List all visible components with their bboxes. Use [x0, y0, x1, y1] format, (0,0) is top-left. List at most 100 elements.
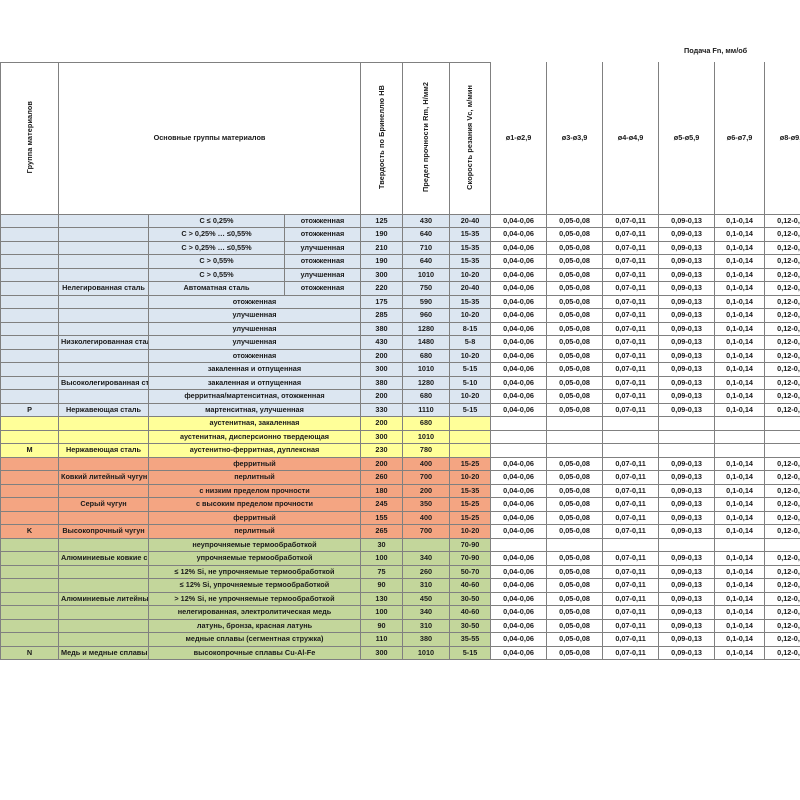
speed-cell: 50-70	[448, 564, 492, 579]
group-letter-cell	[0, 227, 59, 242]
feed-cell-1	[490, 537, 548, 552]
strength-cell: 590	[402, 294, 450, 309]
feed-cell-4: 0,09-0,13	[658, 281, 716, 296]
table-row: Алюминиевые литейные сплавы> 12% Si, не …	[0, 591, 800, 606]
condition-cell: отожженная	[284, 254, 361, 269]
feed-cell-6: 0,12-0,16	[764, 524, 800, 539]
feed-cell-2: 0,05-0,08	[546, 510, 604, 525]
feed-cell-5: 0,1-0,14	[714, 362, 766, 377]
feed-cell-3: 0,07-0,11	[602, 605, 660, 620]
group-letter-cell	[0, 267, 59, 282]
feed-cell-1: 0,04-0,06	[490, 254, 548, 269]
feed-cell-2: 0,05-0,08	[546, 348, 604, 363]
strength-cell: 1280	[402, 375, 450, 390]
feed-cell-5: 0,1-0,14	[714, 227, 766, 242]
feed-cell-1: 0,04-0,06	[490, 497, 548, 512]
table-row: отожженная 175 590 15-35 0,04-0,06 0,05-0,08 0…	[0, 294, 800, 309]
feed-cell-3: 0,07-0,11	[602, 524, 660, 539]
speed-cell: 10-20	[448, 348, 492, 363]
feed-cell-3	[602, 429, 660, 444]
table-row: закаленная и отпущенная 300 1010 5-15 0,04-0…	[0, 362, 800, 377]
feed-cell-5: 0,1-0,14	[714, 335, 766, 350]
feed-cell-3: 0,07-0,11	[602, 294, 660, 309]
feed-cell-2: 0,05-0,08	[546, 551, 604, 566]
strength-cell: 1010	[402, 429, 450, 444]
feed-cell-4: 0,09-0,13	[658, 348, 716, 363]
subgroup-cell: Ковкий литейный чугун	[58, 470, 149, 485]
feed-cell-2: 0,05-0,08	[546, 456, 604, 471]
feed-cell-6: 0,12-0,16	[764, 362, 800, 377]
strength-cell: 260	[402, 564, 450, 579]
material-cell: ≤ 12% Si, не упрочняемые термообработкой	[148, 564, 361, 579]
subgroup-cell	[58, 632, 149, 647]
feed-cell-5: 0,1-0,14	[714, 213, 766, 228]
feed-cell-5: 0,1-0,14	[714, 645, 766, 660]
feed-cell-3	[602, 416, 660, 431]
header-blank-left	[0, 40, 491, 62]
material-cell: ферритная/мартенситная, отожженная	[148, 389, 361, 404]
hardness-cell: 110	[360, 632, 403, 647]
feed-cell-6: 0,12-0,16	[764, 483, 800, 498]
condition-cell: отожженная	[284, 281, 361, 296]
hardness-cell: 155	[360, 510, 403, 525]
feed-cell-3: 0,07-0,11	[602, 254, 660, 269]
feed-cell-6: 0,12-0,16	[764, 551, 800, 566]
feed-cell-4: 0,09-0,13	[658, 591, 716, 606]
feed-cell-2: 0,05-0,08	[546, 483, 604, 498]
feed-cell-5: 0,1-0,14	[714, 375, 766, 390]
feed-cell-5: 0,1-0,14	[714, 618, 766, 633]
subgroup-cell: Низколегированная сталь	[58, 335, 149, 350]
group-letter-cell	[0, 605, 59, 620]
feed-cell-2: 0,05-0,08	[546, 267, 604, 282]
group-letter-cell	[0, 578, 59, 593]
subgroup-cell	[58, 294, 149, 309]
feed-cell-3: 0,07-0,11	[602, 348, 660, 363]
feed-cell-4: 0,09-0,13	[658, 605, 716, 620]
feed-cell-3: 0,07-0,11	[602, 308, 660, 323]
table-row: C > 0,55% улучшенная 300 1010 10-20 0,04-0,06…	[0, 267, 800, 282]
table-row: N Медь и медные сплавы высокопрочные сплав…	[0, 645, 800, 660]
table-row: C > 0,25% … ≤0,55% отожженная 190 640 15-35 0…	[0, 227, 800, 242]
condition-cell: улучшенная	[284, 240, 361, 255]
feed-cell-2: 0,05-0,08	[546, 618, 604, 633]
feed-cell-2	[546, 416, 604, 431]
feed-cell-5: 0,1-0,14	[714, 510, 766, 525]
subgroup-cell: Серый чугун	[58, 497, 149, 512]
speed-cell: 15-35	[448, 294, 492, 309]
feed-cell-4: 0,09-0,13	[658, 470, 716, 485]
speed-cell: 10-20	[448, 267, 492, 282]
material-cell: C ≤ 0,25%	[148, 213, 285, 228]
subgroup-cell	[58, 416, 149, 431]
feed-cell-4: 0,09-0,13	[658, 308, 716, 323]
speed-cell: 10-20	[448, 470, 492, 485]
feed-cell-2: 0,05-0,08	[546, 591, 604, 606]
feed-cell-6: 0,12-0,16	[764, 510, 800, 525]
speed-cell: 35-55	[448, 632, 492, 647]
group-letter-cell	[0, 335, 59, 350]
condition-cell: отожженная	[284, 213, 361, 228]
feed-cell-6: 0,12-0,16	[764, 375, 800, 390]
hardness-cell: 245	[360, 497, 403, 512]
feed-cell-1: 0,04-0,06	[490, 335, 548, 350]
strength-cell: 1110	[402, 402, 450, 417]
header-feed-col-1: ø1-ø2,9	[490, 62, 548, 215]
material-cell: медные сплавы (сегментная стружка)	[148, 632, 361, 647]
feed-cell-6: 0,12-0,16	[764, 632, 800, 647]
feed-cell-4: 0,09-0,13	[658, 335, 716, 350]
table-row: латунь, бронза, красная латунь 90 310 30-50…	[0, 618, 800, 633]
material-cell: упрочняемые термообработкой	[148, 551, 361, 566]
hardness-cell: 100	[360, 605, 403, 620]
table-row: Нелегированная сталь Автоматная сталь отож…	[0, 281, 800, 296]
speed-cell: 15-25	[448, 510, 492, 525]
feed-cell-2: 0,05-0,08	[546, 564, 604, 579]
speed-cell: 15-35	[448, 227, 492, 242]
speed-cell: 8-15	[448, 321, 492, 336]
strength-cell: 350	[402, 497, 450, 512]
strength-cell: 680	[402, 389, 450, 404]
feed-cell-2: 0,05-0,08	[546, 240, 604, 255]
feed-cell-1: 0,04-0,06	[490, 321, 548, 336]
strength-cell: 1010	[402, 267, 450, 282]
feed-cell-5: 0,1-0,14	[714, 497, 766, 512]
feed-cell-3: 0,07-0,11	[602, 281, 660, 296]
feed-cell-1: 0,04-0,06	[490, 605, 548, 620]
